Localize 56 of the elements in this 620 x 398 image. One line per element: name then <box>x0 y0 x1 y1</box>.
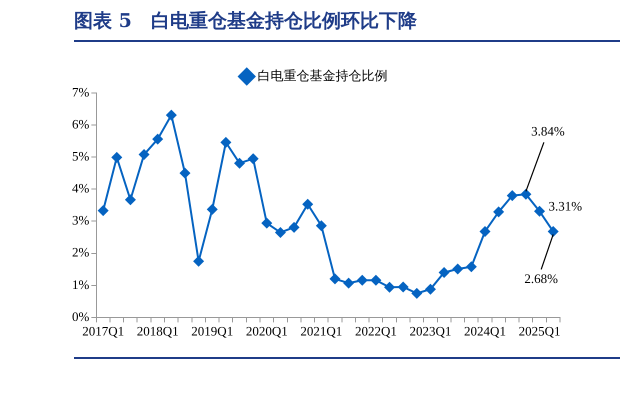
point <box>206 204 218 215</box>
point <box>329 273 340 284</box>
x-tick-label: 2019Q1 <box>191 324 234 339</box>
x-tick-label: 2020Q1 <box>246 324 288 339</box>
point <box>493 206 504 218</box>
point <box>166 110 177 121</box>
point <box>124 194 136 206</box>
point <box>438 267 450 278</box>
data-label: 2.68% <box>524 270 558 286</box>
y-tick-label: 4% <box>72 180 90 196</box>
x-tick-label: 2025Q1 <box>518 324 560 339</box>
point <box>152 134 164 145</box>
point <box>424 284 436 295</box>
y-tick-label: 3% <box>72 212 90 228</box>
x-tick-label: 2018Q1 <box>136 324 179 339</box>
y-tick-label: 2% <box>72 244 90 260</box>
x-tick-label: 2021Q1 <box>300 324 342 339</box>
point <box>274 226 286 238</box>
x-tick-label: 2023Q1 <box>410 324 452 339</box>
point <box>534 206 546 217</box>
point <box>479 226 490 237</box>
y-tick-label: 0% <box>72 308 90 324</box>
point <box>520 188 532 200</box>
point <box>220 136 232 148</box>
point <box>384 282 396 293</box>
point <box>302 198 314 210</box>
point <box>111 152 122 163</box>
point <box>179 168 190 179</box>
data-label: 3.31% <box>548 198 582 214</box>
point <box>248 153 259 164</box>
chart-title: 图表 5 白电重仓基金持仓比例环比下降 <box>74 8 620 42</box>
y-tick-label: 6% <box>72 116 90 132</box>
point <box>193 256 204 267</box>
point <box>452 263 464 274</box>
point <box>411 288 422 299</box>
y-tick-label: 7% <box>72 84 90 100</box>
point <box>356 274 368 286</box>
point <box>466 261 477 272</box>
point <box>370 274 382 286</box>
point <box>234 158 246 169</box>
point <box>506 190 518 202</box>
data-label: 3.84% <box>531 124 565 139</box>
point <box>98 205 109 216</box>
x-tick-label: 2022Q1 <box>354 324 397 339</box>
point <box>398 281 409 292</box>
point <box>261 218 272 229</box>
x-tick-label: 2024Q1 <box>464 324 506 339</box>
y-tick-label: 1% <box>72 276 90 292</box>
x-tick-label: 2017Q1 <box>82 324 124 339</box>
point <box>548 226 559 237</box>
point <box>288 222 300 233</box>
legend-label: 白电重仓基金持仓比例 <box>257 68 388 84</box>
point <box>343 278 354 289</box>
y-tick-label: 5% <box>72 148 90 164</box>
point <box>316 220 327 232</box>
point <box>138 149 150 160</box>
